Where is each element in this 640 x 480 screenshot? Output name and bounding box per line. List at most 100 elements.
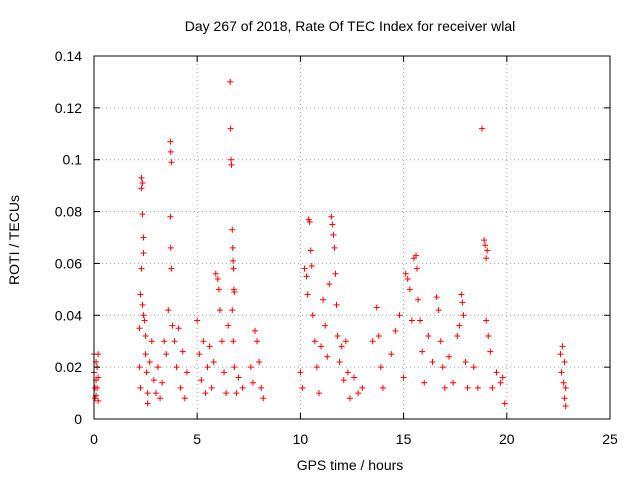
data-point [355, 390, 362, 397]
data-point [311, 338, 318, 345]
data-point [559, 343, 566, 350]
data-point [333, 301, 340, 308]
data-point [482, 242, 489, 249]
data-point [369, 338, 376, 345]
data-point [228, 156, 235, 163]
data-point [501, 400, 508, 407]
x-tick-label: 25 [602, 431, 618, 447]
data-point [230, 265, 237, 272]
data-point [433, 294, 440, 301]
data-point [474, 384, 481, 391]
data-point [204, 364, 211, 371]
data-point [301, 265, 308, 272]
y-tick-label: 0.1 [63, 152, 83, 168]
data-point [450, 379, 457, 386]
data-point [336, 358, 343, 365]
data-point [561, 395, 568, 402]
data-point [456, 322, 463, 329]
data-points [91, 78, 569, 410]
data-point [493, 369, 500, 376]
data-point [297, 369, 304, 376]
data-point [375, 333, 382, 340]
data-point [206, 343, 213, 350]
data-point [254, 338, 261, 345]
data-point [165, 307, 172, 314]
data-point [159, 379, 166, 386]
data-point [406, 286, 413, 293]
data-point [396, 312, 403, 319]
data-point [148, 338, 155, 345]
data-point [94, 384, 101, 391]
y-tick-label: 0.04 [55, 307, 82, 323]
y-axis-ticks: 0 0.02 0.04 0.06 0.08 0.1 0.12 0.14 [55, 48, 610, 427]
data-point [198, 377, 205, 384]
data-point [208, 384, 215, 391]
x-tick-label: 20 [499, 431, 515, 447]
data-point [322, 322, 329, 329]
x-tick-label: 0 [90, 431, 98, 447]
y-tick-label: 0.14 [55, 48, 82, 64]
data-point [228, 161, 235, 168]
data-point [308, 263, 315, 270]
data-point [329, 221, 336, 228]
data-point [157, 395, 164, 402]
data-point [446, 353, 453, 360]
data-point [161, 338, 168, 345]
data-point [303, 273, 310, 280]
data-point [330, 231, 337, 238]
data-point [179, 348, 186, 355]
data-point [95, 351, 102, 358]
data-point [483, 255, 490, 262]
data-point [485, 333, 492, 340]
data-point [216, 307, 223, 314]
data-point [249, 379, 256, 386]
data-point [305, 216, 312, 223]
data-point [152, 390, 159, 397]
data-point [167, 138, 174, 145]
data-point [404, 275, 411, 282]
data-point [425, 333, 432, 340]
data-point [379, 384, 386, 391]
data-point [561, 358, 568, 365]
data-point [139, 180, 146, 187]
data-point [229, 244, 236, 251]
data-point [460, 312, 467, 319]
data-point [402, 270, 409, 277]
data-point [235, 374, 242, 381]
data-point [562, 403, 569, 410]
data-point [487, 348, 494, 355]
data-point [229, 307, 236, 314]
data-point [140, 312, 147, 319]
data-point [138, 174, 145, 181]
data-point [171, 338, 178, 345]
data-point [233, 390, 240, 397]
data-point [168, 159, 175, 166]
data-point [435, 307, 442, 314]
data-point [481, 237, 488, 244]
data-point [344, 369, 351, 376]
data-point [95, 397, 102, 404]
data-point [412, 252, 419, 259]
data-point [392, 327, 399, 334]
data-point [400, 374, 407, 381]
data-point [464, 384, 471, 391]
data-point [150, 377, 157, 384]
y-tick-label: 0.02 [55, 359, 82, 375]
data-point [95, 374, 102, 381]
data-point [175, 325, 182, 332]
data-point [377, 364, 384, 371]
y-tick-label: 0.08 [55, 204, 82, 220]
data-point [194, 317, 201, 324]
data-point [200, 338, 207, 345]
data-point [558, 369, 565, 376]
data-point [138, 265, 145, 272]
data-point [139, 301, 146, 308]
data-point [227, 78, 234, 85]
grid-lines [94, 56, 610, 419]
data-point [421, 379, 428, 386]
data-point [307, 247, 314, 254]
data-point [299, 384, 306, 391]
data-point [462, 358, 469, 365]
data-point [408, 317, 415, 324]
y-tick-label: 0.06 [55, 255, 82, 271]
